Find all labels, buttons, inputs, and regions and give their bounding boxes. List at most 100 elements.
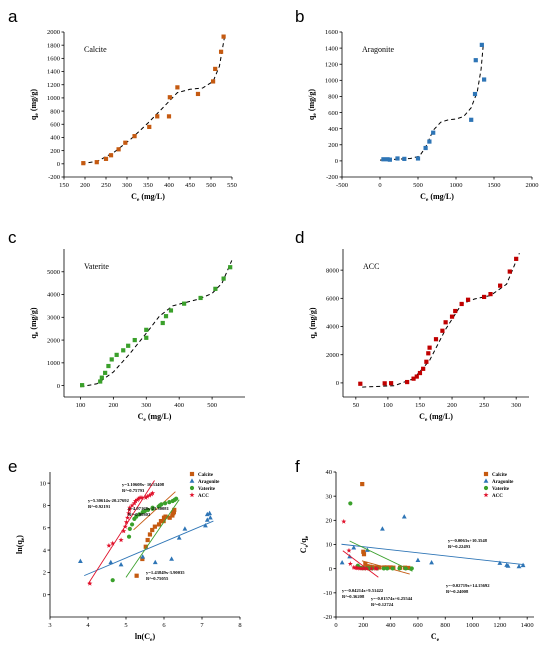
data-point [110,540,116,546]
y-tick-label: 2000 [47,337,60,344]
data-point [488,292,493,297]
data-point [98,379,103,384]
panel-f: f 0 200 400 600 800 1000 1200 1400 -20 -10 0 10 20 30 4… [295,457,534,643]
panel-title: ACC [363,262,379,271]
data-point [155,114,160,119]
y-tick-label: 4 [43,547,47,554]
x-tick-label: 150 [415,402,425,409]
label-part: C [419,412,425,421]
data-point [134,573,139,578]
y-tick-label: 1000 [47,95,60,102]
y-tick-label: 6000 [326,296,339,303]
data-point [346,547,352,553]
data-point [377,565,382,570]
fit-line [349,540,413,572]
y-tick-label: 4000 [326,324,339,331]
legend-label: ACC [492,494,503,499]
data-point [424,359,429,364]
data-point [103,156,109,161]
data-point [87,580,93,586]
x-tick-label: -500 [336,182,348,189]
y-tick-label: 2000 [326,352,339,359]
y-tick-label: 0 [336,380,339,387]
data-point [116,147,121,152]
x-tick-label: 100 [76,402,86,409]
data-point [168,308,174,313]
panel-letter: c [8,228,17,247]
data-point [121,528,127,534]
data-point [372,565,377,570]
panel-a: a 150 200 250 300 350 400 450 500 550 -200 0 200 400 6… [8,7,237,203]
x-tick-label: 6 [162,622,166,629]
data-point [221,276,226,281]
fit-equation: y=-0.04214x+9.51422 [342,588,384,593]
data-point [221,34,226,39]
x-axis-title: Ce (mg/L) [419,412,453,423]
y-tick-label: 1800 [47,42,60,49]
y-tick-label: 0 [329,566,332,573]
fit-curve [379,43,484,161]
y-axis-title: qe (mg/g) [307,89,318,120]
fit-equation: y=1.43849x-3.90035 [146,570,185,575]
y-tick-label: 400 [50,135,60,142]
data-point [469,117,474,122]
data-point [134,514,139,519]
x-tick-label: 250 [479,402,489,409]
label-part: (mg/g) [29,307,38,332]
data-point [465,297,471,302]
legend-marker [189,485,195,491]
fit-line [342,550,379,578]
data-point [160,320,165,326]
label-part: q [29,115,38,120]
subscript: e [426,197,429,203]
y-tick-label: 2 [43,570,46,577]
legend-label: Aragonite [198,480,220,485]
data-point [150,505,155,510]
x-tick-label: 5 [124,622,127,629]
data-point [482,294,487,300]
data-point [359,565,365,571]
data-point [385,566,390,571]
x-tick-label: 200 [447,402,457,409]
legend-marker [189,492,195,498]
subscript: e [20,537,26,540]
y-tick-label: 1000 [47,360,60,367]
data-point [144,493,150,499]
label-part: / [299,542,308,546]
fit-equation: y=4.97168x-23.30081 [128,506,170,511]
x-tick-label: 500 [413,182,423,189]
data-point [449,314,455,319]
y-tick-label: 1400 [325,45,338,52]
y-tick-label: 1600 [325,29,338,36]
data-point [109,357,114,362]
fit-r-squared: R²=0.22493 [448,544,471,549]
y-tick-label: 1600 [47,56,60,63]
data-point [121,348,126,353]
data-point [381,157,386,162]
panel-title: Aragonite [362,45,394,54]
data-point [207,510,212,516]
data-point [135,496,142,501]
data-point [78,558,83,564]
y-tick-label: 200 [328,142,338,149]
data-point [137,512,142,517]
y-tick-label: 6 [43,525,47,532]
x-tick-label: 2000 [526,182,539,189]
data-point [195,91,201,97]
label-part: C [131,192,137,201]
y-tick-label: 2000 [47,29,60,36]
data-point [403,566,408,571]
fit-r-squared: R²=0.75793 [122,488,145,493]
legend: Calcite Aragonite Vaterite ACC [189,471,220,499]
data-point [213,286,218,291]
y-tick-label: 10 [326,542,333,549]
subscript: e [304,535,310,538]
fit-r-squared: R²=0.90802 [128,512,151,517]
data-point [401,514,407,519]
data-point [103,370,108,375]
data-point [166,114,172,119]
data-point [110,578,115,583]
panel-d: d 50 100 150 200 250 300 0 2000 4000 6000 8000 Ce (m… [295,228,529,423]
data-point [433,337,439,342]
data-point [411,376,416,381]
